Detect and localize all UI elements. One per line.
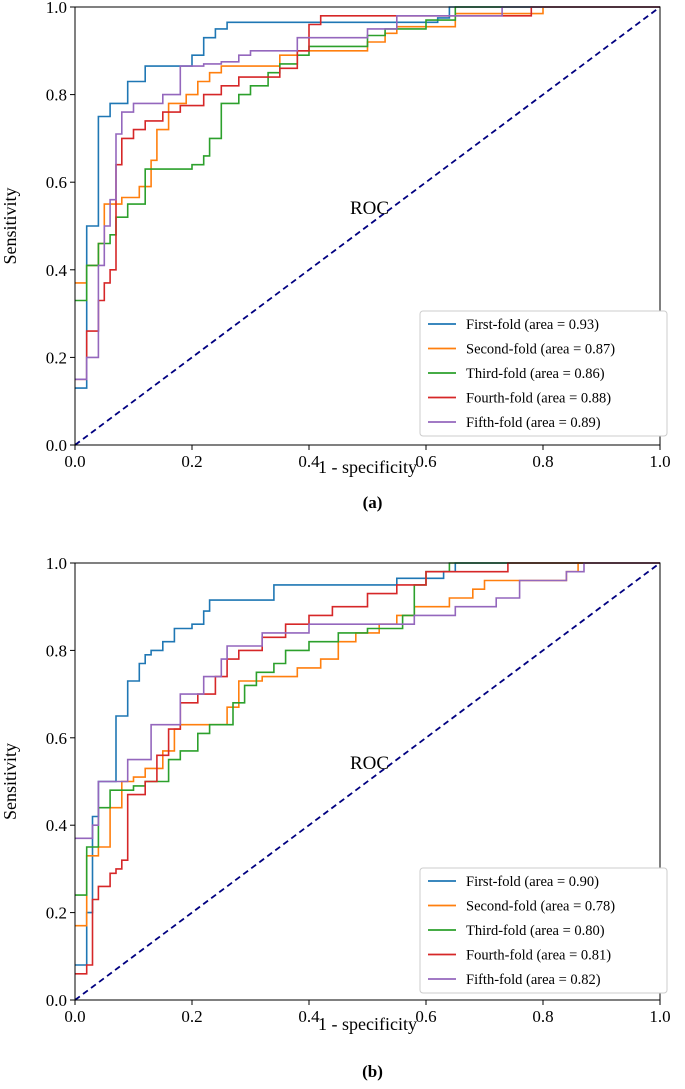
x-axis-label: 1 - specificity — [318, 1014, 417, 1034]
y-tick-label: 0.6 — [46, 173, 67, 192]
y-tick-label: 0.2 — [46, 348, 67, 367]
x-tick-label: 0.4 — [298, 452, 320, 471]
x-tick-label: 0.8 — [532, 1007, 553, 1026]
plot-frame — [74, 562, 661, 1001]
roc-annotation: ROC — [350, 753, 389, 774]
legend-label-second-fold: Second-fold (area = 0.78) — [466, 899, 615, 915]
legend-label-first-fold: First-fold (area = 0.93) — [466, 317, 599, 333]
x-axis-label: 1 - specificity — [318, 457, 417, 477]
legend-label-fourth-fold: Fourth-fold (area = 0.88) — [466, 391, 611, 407]
chance-diagonal-line — [74, 562, 661, 1001]
y-tick-label: 0.2 — [46, 904, 67, 923]
x-tick-label: 0.6 — [415, 1007, 436, 1026]
roc-curve-fifth-fold — [75, 6, 660, 381]
panel-caption: (b) — [362, 1062, 383, 1081]
panel-caption: (a) — [363, 493, 383, 512]
y-tick-label: 1.0 — [46, 0, 67, 17]
y-tick-label: 1.0 — [46, 554, 67, 573]
y-tick-label: 0.8 — [46, 641, 67, 660]
legend-box — [419, 867, 668, 994]
roc-curve-third-fold — [75, 562, 660, 896]
legend: First-fold (area = 0.90) Second-fold (are… — [419, 867, 668, 994]
legend-label-fifth-fold: Fifth-fold (area = 0.82) — [466, 972, 601, 988]
x-tick-label: 0.4 — [298, 1007, 320, 1026]
legend-label-third-fold: Third-fold (area = 0.86) — [466, 366, 605, 382]
y-tick-label: 0.0 — [46, 436, 67, 455]
roc-annotation: ROC — [350, 198, 389, 219]
y-tick-label: 0.8 — [46, 86, 67, 105]
y-axis-label: Sensitivity — [0, 187, 20, 264]
y-tick-label: 0.4 — [46, 816, 68, 835]
legend-label-second-fold: Second-fold (area = 0.87) — [466, 342, 615, 358]
legend-box — [419, 310, 668, 437]
chance-diagonal-line — [74, 6, 661, 446]
roc-chart-b: 0.0 0.2 0.4 0.6 0.8 1.0 0.0 0.2 0.4 0.6 0.8 1.0 1 - … — [0, 554, 671, 1081]
x-tick-label: 0.0 — [64, 1007, 85, 1026]
roc-curve-second-fold — [75, 6, 660, 284]
legend: First-fold (area = 0.93) Second-fold (are… — [419, 310, 668, 437]
roc-curve-fifth-fold — [75, 562, 660, 840]
legend-label-third-fold: Third-fold (area = 0.80) — [466, 923, 605, 939]
x-tick-label: 0.8 — [532, 452, 553, 471]
y-tick-label: 0.4 — [46, 261, 68, 280]
roc-chart-a: 0.0 0.2 0.4 0.6 0.8 1.0 0.0 0.2 0.4 0.6 0.8 1.0 1 - … — [0, 0, 671, 512]
plot-frame — [74, 6, 661, 446]
roc-curve-third-fold — [75, 6, 660, 302]
x-tick-label: 0.2 — [181, 1007, 202, 1026]
y-tick-label: 0.0 — [46, 991, 67, 1010]
x-tick-label: 1.0 — [649, 1007, 670, 1026]
legend-label-fourth-fold: Fourth-fold (area = 0.81) — [466, 948, 611, 964]
y-tick-label: 0.6 — [46, 729, 67, 748]
x-tick-label: 0.6 — [415, 452, 436, 471]
roc-curve-fourth-fold — [75, 562, 660, 975]
x-tick-label: 0.2 — [181, 452, 202, 471]
roc-curve-fourth-fold — [75, 6, 660, 381]
x-tick-label: 0.0 — [64, 452, 85, 471]
x-tick-label: 1.0 — [649, 452, 670, 471]
y-axis-label: Sensitivity — [0, 743, 20, 820]
legend-label-first-fold: First-fold (area = 0.90) — [466, 874, 599, 890]
roc-curve-first-fold — [75, 6, 660, 389]
legend-label-fifth-fold: Fifth-fold (area = 0.89) — [466, 415, 601, 431]
